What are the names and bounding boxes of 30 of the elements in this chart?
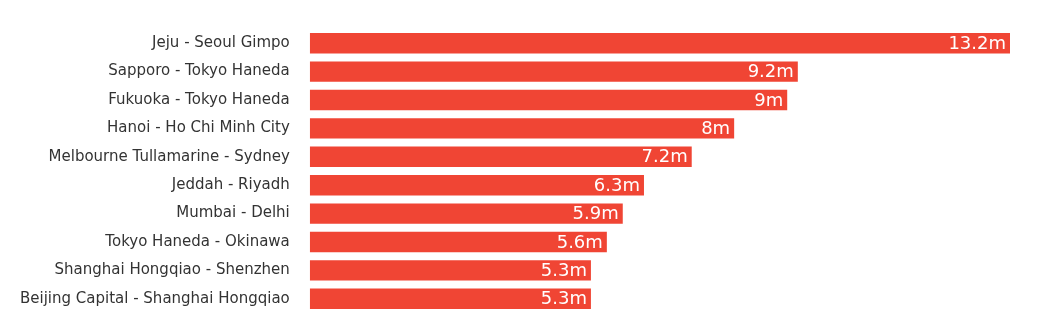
- bar: [309, 32, 1010, 54]
- bar: [309, 288, 591, 310]
- bar: [309, 231, 607, 253]
- y-tick-label: Hanoi - Ho Chi Minh City: [107, 118, 290, 137]
- data-label: 5.3m: [540, 287, 587, 309]
- data-label: 9.2m: [747, 60, 794, 82]
- bar: [309, 89, 788, 111]
- data-label: 8m: [701, 117, 731, 139]
- data-label: 13.2m: [948, 31, 1006, 53]
- data-label: 7.2m: [641, 145, 688, 167]
- bar: [309, 174, 644, 196]
- y-tick-label: Sapporo - Tokyo Haneda: [108, 61, 290, 80]
- bar: [309, 61, 798, 82]
- bar: [309, 260, 591, 281]
- y-tick-label: Melbourne Tullamarine - Sydney: [48, 146, 290, 165]
- y-tick-label: Tokyo Haneda - Okinawa: [104, 231, 290, 250]
- y-tick-label: Fukuoka - Tokyo Haneda: [108, 89, 290, 108]
- y-tick-label: Jeddah - Riyadh: [170, 175, 290, 194]
- data-label: 5.9m: [572, 202, 619, 224]
- y-tick-label: Shanghai Hongqiao - Shenzhen: [54, 260, 290, 279]
- data-label: 6.3m: [593, 173, 640, 195]
- data-label: 9m: [754, 88, 784, 110]
- y-tick-label: Mumbai - Delhi: [176, 203, 290, 222]
- bar: [309, 203, 623, 224]
- y-tick-label: Jeju - Seoul Gimpo: [151, 33, 290, 52]
- y-tick-label: Beijing Capital - Shanghai Hongqiao: [19, 288, 290, 307]
- bar: [309, 146, 692, 168]
- data-label: 5.6m: [556, 230, 603, 252]
- bar: [309, 118, 735, 139]
- data-label: 5.3m: [540, 259, 587, 281]
